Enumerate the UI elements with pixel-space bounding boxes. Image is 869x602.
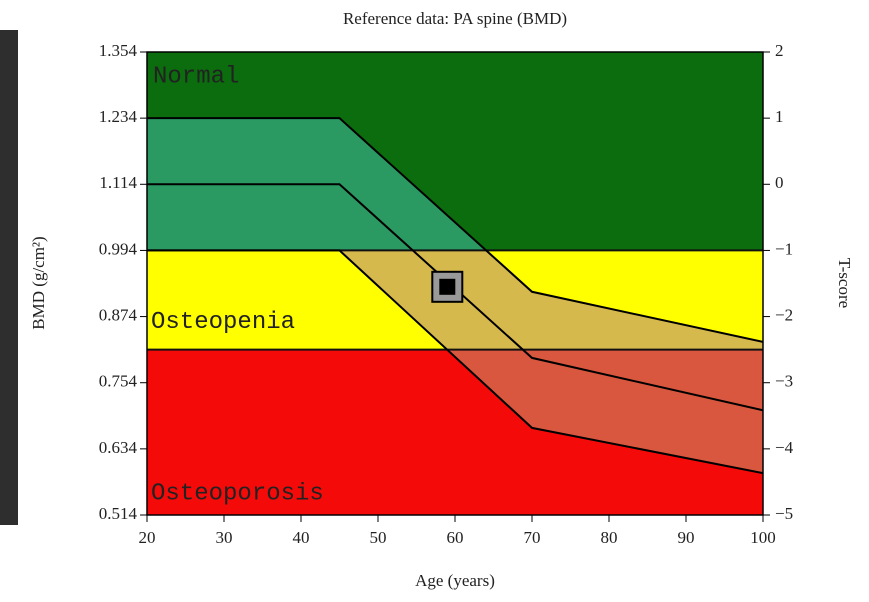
- y-tick-label: 1.354: [99, 41, 138, 60]
- x-tick-label: 40: [293, 528, 310, 547]
- reference-band: [447, 349, 763, 474]
- y2-tick-label: −5: [775, 504, 793, 523]
- y2-tick-label: −3: [775, 372, 793, 391]
- reference-curve: [147, 117, 764, 343]
- y-tick-label: 0.874: [99, 305, 138, 324]
- x-tick-label: 90: [678, 528, 695, 547]
- patient-marker: [439, 278, 456, 295]
- chart-title: Reference data: PA spine (BMD): [343, 9, 567, 28]
- x-axis-label: Age (years): [415, 571, 495, 590]
- y2-tick-label: 0: [775, 173, 784, 192]
- y2-tick-label: −2: [775, 305, 793, 324]
- x-tick-label: 20: [139, 528, 156, 547]
- y-tick-label: 1.114: [99, 173, 137, 192]
- y-tick-label: 1.234: [99, 107, 138, 126]
- y-tick-label: 0.754: [99, 372, 138, 391]
- zone-label: Osteopenia: [151, 309, 295, 336]
- y-axis-label: BMD (g/cm²): [29, 236, 48, 329]
- x-tick-label: 80: [601, 528, 618, 547]
- zone-label: Osteoporosis: [151, 480, 324, 507]
- y2-tick-label: −4: [775, 438, 794, 457]
- y-tick-label: 0.634: [99, 438, 138, 457]
- x-tick-label: 100: [750, 528, 776, 547]
- x-tick-label: 30: [216, 528, 233, 547]
- y2-tick-label: 2: [775, 41, 784, 60]
- x-tick-label: 50: [370, 528, 387, 547]
- y2-tick-label: 1: [775, 107, 784, 126]
- y2-axis-label: T-score: [835, 258, 854, 308]
- reference-curve: [147, 249, 764, 475]
- image-strip: [0, 30, 18, 525]
- y2-tick-label: −1: [775, 239, 793, 258]
- y-tick-label: 0.994: [99, 239, 138, 258]
- x-tick-label: 70: [524, 528, 541, 547]
- zone-label: Normal: [153, 63, 239, 90]
- y-tick-label: 0.514: [99, 504, 138, 523]
- x-tick-label: 60: [447, 528, 464, 547]
